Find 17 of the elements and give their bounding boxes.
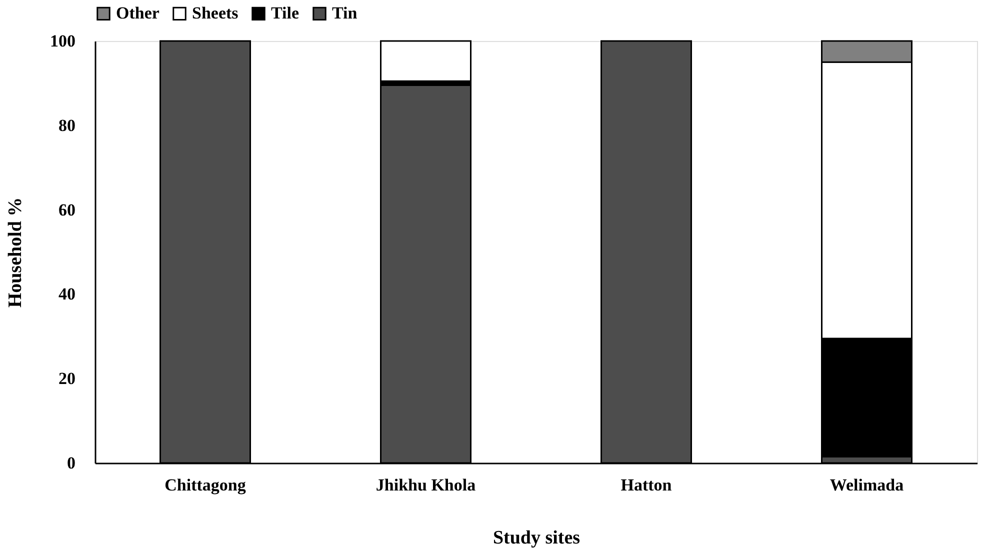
x-tick-label: Chittagong — [164, 476, 246, 494]
y-tick-label: 100 — [50, 32, 76, 50]
y-axis-title: Household % — [5, 197, 26, 308]
legend-label: Tile — [271, 4, 300, 23]
legend-label: Tin — [332, 4, 358, 23]
y-tick-label: 40 — [58, 284, 76, 304]
x-tick-label: Jhikhu Khola — [376, 476, 476, 494]
x-tick-label: Welimada — [830, 476, 904, 494]
legend-label: Other — [116, 4, 160, 23]
legend-label: Sheets — [192, 4, 239, 23]
x-axis-title: Study sites — [492, 528, 580, 548]
y-tick-label: 20 — [58, 369, 76, 388]
bar — [380, 40, 472, 82]
y-tick-label: 0 — [67, 454, 76, 472]
x-tick-label: Hatton — [620, 476, 672, 494]
y-tick-label: 60 — [58, 200, 76, 220]
y-tick-label: 80 — [58, 116, 76, 135]
